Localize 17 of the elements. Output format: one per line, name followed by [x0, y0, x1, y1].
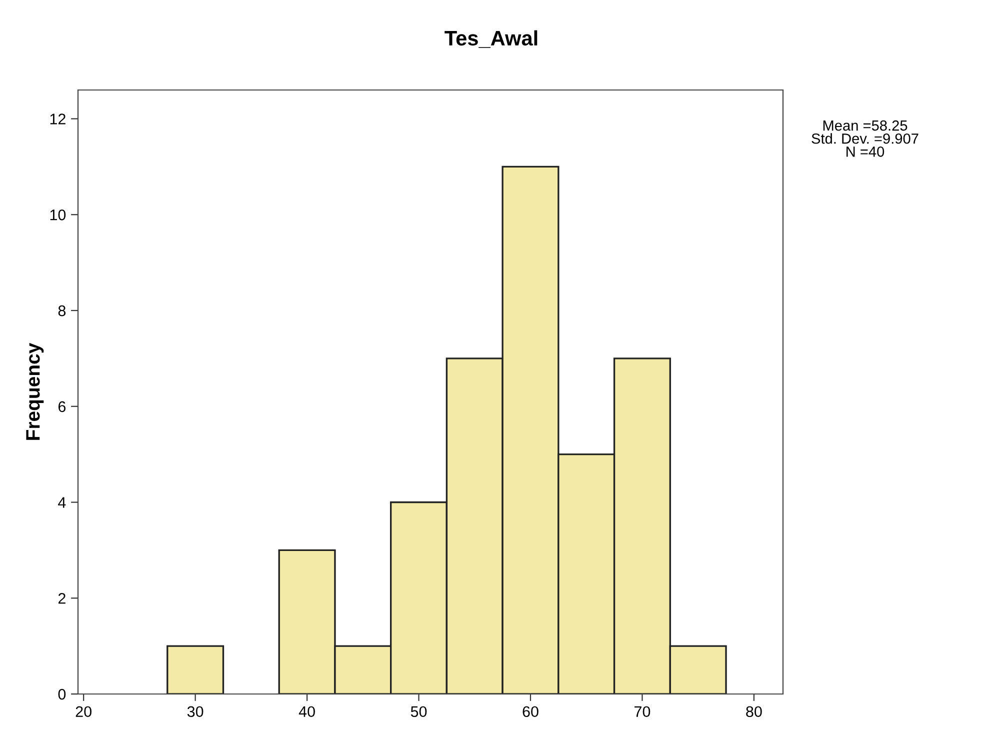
x-tick-label: 80	[746, 706, 762, 718]
y-tick-label: 4	[58, 497, 66, 508]
y-tick-label: 8	[58, 305, 66, 316]
x-tick-label: 50	[410, 706, 427, 718]
x-tick-label: 70	[634, 706, 650, 718]
x-tick-label: 60	[522, 706, 538, 718]
chart-title: Tes_Awal	[444, 30, 538, 48]
y-tick-label: 10	[50, 210, 66, 220]
x-tick-label: 30	[187, 706, 204, 718]
x-tick-label: 20	[76, 706, 92, 718]
x-tick-label: 40	[298, 706, 315, 718]
y-tick-label: 12	[50, 114, 66, 124]
y-tick-label: 2	[58, 592, 66, 604]
y-axis-title: Frequency	[26, 342, 44, 440]
text: Mean =58.25 Std. Dev. =9.907 N =40	[812, 120, 918, 157]
y-tick-label: 6	[58, 401, 66, 412]
y-tick-label: 0	[58, 688, 66, 700]
